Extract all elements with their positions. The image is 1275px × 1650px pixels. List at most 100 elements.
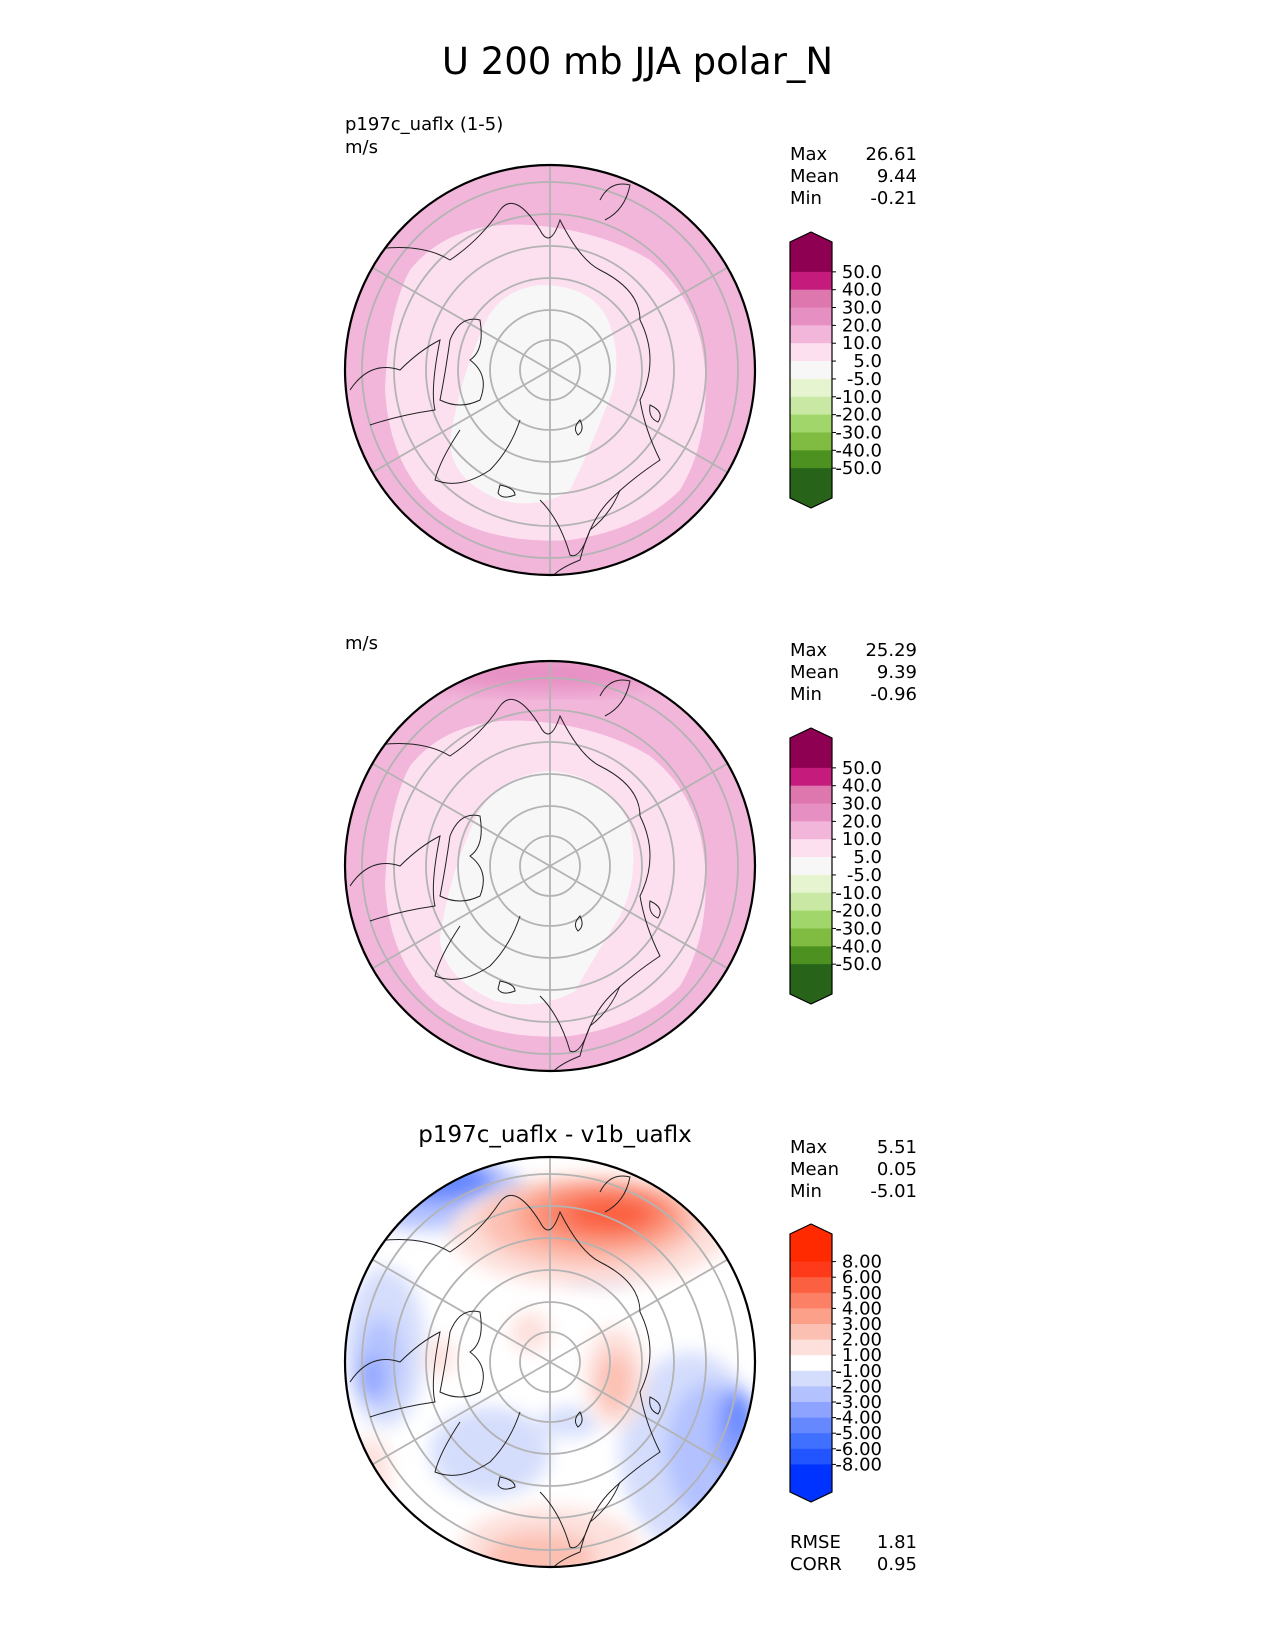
middle-polar-map — [343, 659, 757, 1073]
stat-min-label: Min — [790, 1181, 822, 1202]
colorbar-tick-label: -1.00 — [835, 1361, 882, 1382]
bottom-polar-map — [343, 1155, 757, 1569]
colorbar-extend-max — [790, 232, 832, 254]
colorbar-bin — [790, 803, 832, 822]
colorbar-tick-label: 5.0 — [853, 847, 882, 868]
stat-corr: CORR 0.95 — [790, 1554, 917, 1576]
top-stats: Max 26.61 Mean 9.44 Min -0.21 — [790, 144, 917, 210]
colorbar-bin — [790, 785, 832, 805]
colorbar-bin — [790, 254, 832, 273]
colorbar-tick-label: -30.0 — [835, 422, 882, 443]
stat-corr-label: CORR — [790, 1554, 842, 1575]
colorbar-tick-label: 6.00 — [842, 1267, 882, 1288]
colorbar-bin — [790, 1308, 832, 1325]
stat-max-value: 5.51 — [876, 1137, 917, 1158]
colorbar-tick-label: 4.00 — [842, 1298, 882, 1319]
colorbar-tick-label: -5.0 — [847, 865, 882, 886]
colorbar-bin — [790, 1417, 832, 1434]
colorbar-tick-label: 5.0 — [853, 351, 882, 372]
colorbar-tick-label: -20.0 — [835, 901, 882, 922]
stat-max-value: 26.61 — [865, 144, 917, 165]
colorbar-tick-label: -50.0 — [835, 954, 882, 975]
colorbar-bin — [790, 271, 832, 291]
colorbar-bin — [790, 468, 832, 487]
colorbar-bin — [790, 325, 832, 344]
colorbar-tick-label: 3.00 — [842, 1314, 882, 1335]
stat-max: Max 26.61 — [790, 144, 917, 166]
colorbar-tick-label: -20.0 — [835, 405, 882, 426]
colorbar-tick-label: 30.0 — [842, 298, 882, 319]
colorbar-outline — [789, 231, 833, 509]
colorbar-tick-label: -40.0 — [835, 440, 882, 461]
colorbar-bin — [790, 307, 832, 326]
stat-mean-label: Mean — [790, 662, 840, 683]
stat-min-value: -5.01 — [870, 1181, 917, 1202]
colorbar-extend-max — [790, 728, 832, 750]
colorbar-tick-label: -40.0 — [835, 936, 882, 957]
bottom-stats: Max 5.51 Mean 0.05 Min -5.01 — [790, 1137, 917, 1203]
colorbar-bin — [790, 750, 832, 769]
bottom-metrics: RMSE 1.81 CORR 0.95 — [790, 1532, 917, 1576]
colorbar-tick-label: 50.0 — [842, 758, 882, 779]
colorbar-bin — [790, 910, 832, 929]
colorbar-tick-label: 8.00 — [842, 1252, 882, 1273]
stat-max-value: 25.29 — [865, 640, 917, 661]
colorbar-tick-label: -4.00 — [835, 1408, 882, 1429]
colorbar-bin — [790, 1433, 832, 1450]
colorbar-bin — [790, 361, 832, 380]
coastlines — [349, 679, 711, 1071]
stat-mean-label: Mean — [790, 166, 840, 187]
colorbar-bin — [790, 1386, 832, 1403]
middle-colorbar: 50.040.030.020.010.05.0-5.0-10.0-20.0-30… — [789, 727, 882, 1005]
colorbar-tick-label: -3.00 — [835, 1392, 882, 1413]
middle-panel-units: m/s — [345, 633, 378, 654]
colorbar-bin — [790, 1246, 832, 1263]
colorbar-tick-label: 1.00 — [842, 1345, 882, 1366]
colorbar-bin — [790, 928, 832, 947]
top-colorbar: 50.040.030.020.010.05.0-5.0-10.0-20.0-30… — [789, 231, 882, 509]
colorbar-tick-label: 40.0 — [842, 280, 882, 301]
graticule — [361, 165, 739, 575]
colorbar-tick-label: -5.0 — [847, 369, 882, 390]
field-near-zero — [440, 771, 634, 1005]
stat-rmse: RMSE 1.81 — [790, 1532, 917, 1554]
colorbar-tick-label: -50.0 — [835, 458, 882, 479]
top-panel-units: m/s — [345, 137, 378, 158]
stat-mean-value: 9.44 — [876, 166, 917, 187]
colorbar-tick-label: -2.00 — [835, 1376, 882, 1397]
colorbar-bin — [790, 1324, 832, 1341]
colorbar-tick-label: 10.0 — [842, 333, 882, 354]
stat-max: Max 25.29 — [790, 640, 917, 662]
colorbar-bin — [790, 1355, 832, 1372]
stat-corr-value: 0.95 — [876, 1554, 917, 1575]
colorbar-bin — [790, 289, 832, 309]
colorbar-bin — [790, 1261, 832, 1278]
colorbar-tick-label: 10.0 — [842, 829, 882, 850]
colorbar-tick-label: -10.0 — [835, 883, 882, 904]
stat-min-value: -0.96 — [870, 684, 917, 705]
stat-min-label: Min — [790, 188, 822, 209]
stat-max-label: Max — [790, 640, 828, 661]
colorbar-tick-label: 2.00 — [842, 1330, 882, 1351]
top-panel-case-label: p197c_uaflx (1-5) — [345, 114, 504, 135]
colorbar-tick-label: 20.0 — [842, 315, 882, 336]
graticule — [361, 1157, 739, 1567]
map-boundary — [343, 163, 757, 577]
stat-max: Max 5.51 — [790, 1137, 917, 1159]
stat-rmse-label: RMSE — [790, 1532, 841, 1553]
colorbar-bin — [790, 857, 832, 876]
colorbar-bin — [790, 964, 832, 983]
colorbar-bin — [790, 432, 832, 451]
colorbar-bin — [790, 874, 832, 894]
colorbar-tick-label: 40.0 — [842, 776, 882, 797]
graticule — [361, 661, 739, 1071]
colorbar-bin — [790, 946, 832, 965]
stat-mean: Mean 9.39 — [790, 662, 917, 684]
colorbar-bin — [790, 821, 832, 840]
main-title: U 200 mb JJA polar_N — [441, 40, 834, 83]
colorbar-extend-min — [790, 486, 832, 508]
stat-mean: Mean 9.44 — [790, 166, 917, 188]
stat-min: Min -0.21 — [790, 188, 917, 210]
map-boundary — [343, 1155, 757, 1569]
stat-rmse-value: 1.81 — [876, 1532, 917, 1553]
